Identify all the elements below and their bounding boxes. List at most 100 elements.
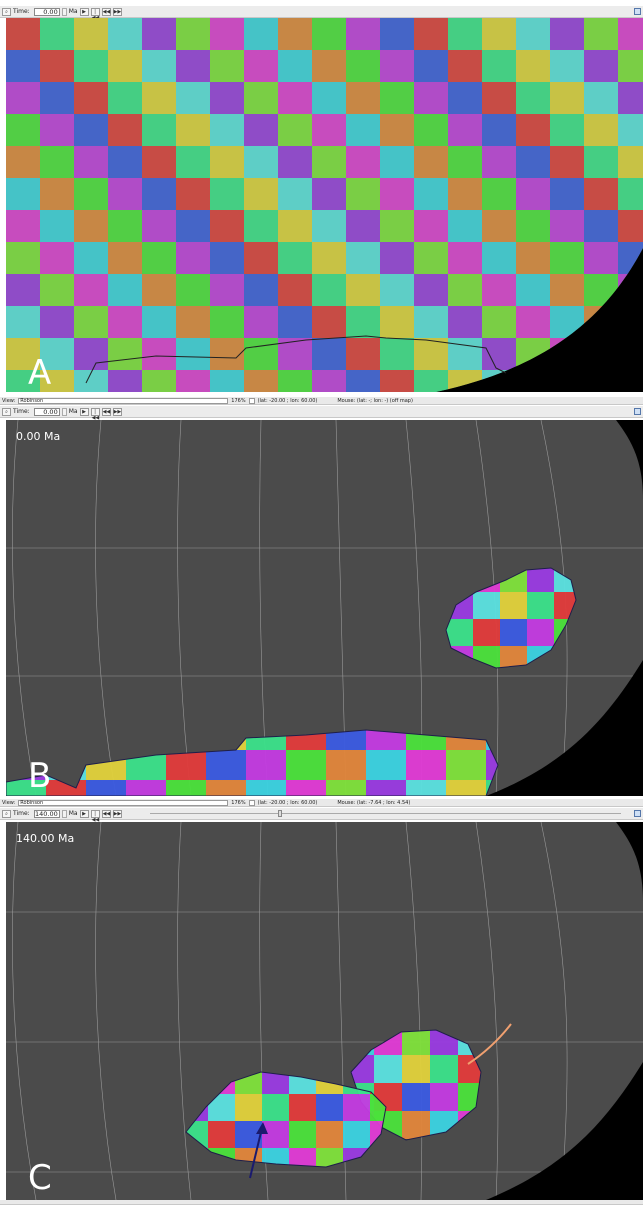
grid-tile	[210, 178, 244, 210]
time-slider[interactable]	[150, 810, 621, 817]
grid-tile	[606, 720, 643, 750]
projection-select[interactable]: Robinson	[18, 799, 229, 806]
colored-grid-a	[6, 18, 643, 392]
grid-tile	[74, 82, 108, 114]
grid-tile	[584, 306, 618, 338]
grid-tile	[142, 114, 176, 146]
camera-coords: (lat: -20.00 ; lon: 60.00)	[257, 397, 318, 404]
grid-tile	[6, 242, 40, 274]
grid-tile	[516, 338, 550, 370]
grid-tile	[430, 1083, 458, 1111]
map-panel-c[interactable]: 140.00 Ma C	[6, 822, 643, 1200]
zoom-icon[interactable]: ⌕	[2, 7, 11, 16]
grid-tile	[516, 114, 550, 146]
grid-tile	[244, 50, 278, 82]
zoom-spinner[interactable]	[248, 397, 255, 404]
projection-select[interactable]: Robinson	[18, 397, 229, 404]
step-back-button[interactable]: ◀◀	[101, 407, 111, 416]
time-input[interactable]: 140.00	[33, 809, 60, 818]
grid-tile	[312, 18, 346, 50]
time-input[interactable]: 0.00	[33, 407, 60, 416]
grid-tile	[74, 370, 108, 392]
map-panel-a[interactable]: A	[6, 18, 643, 392]
grid-tile	[74, 306, 108, 338]
camera-coords: (lat: -20.00 ; lon: 60.00)	[257, 799, 318, 806]
step-forward-button[interactable]: ▶▶	[112, 7, 122, 16]
grid-tile	[584, 338, 618, 370]
grid-tile	[366, 730, 406, 750]
step-forward-button[interactable]: ▶▶	[112, 407, 122, 416]
time-spinner[interactable]	[61, 809, 67, 818]
step-back-button[interactable]: ◀◀	[101, 809, 111, 818]
zoom-spinner[interactable]	[248, 799, 255, 806]
map-canvas-b[interactable]	[6, 420, 643, 796]
grid-tile	[108, 50, 142, 82]
play-button[interactable]: ▶	[79, 809, 89, 818]
window-icon[interactable]	[634, 8, 641, 15]
view-bar-b: View: Robinson 176% (lat: -20.00 ; lon: …	[0, 397, 643, 405]
play-button[interactable]: ▶	[79, 7, 89, 16]
map-canvas-a[interactable]	[6, 18, 643, 392]
grid-tile	[244, 370, 278, 392]
grid-tile	[176, 242, 210, 274]
grid-tile	[210, 114, 244, 146]
grid-tile	[210, 18, 244, 50]
reset-button[interactable]: |◀◀	[90, 809, 100, 823]
grid-tile	[380, 178, 414, 210]
time-spinner[interactable]	[61, 7, 67, 16]
step-back-button[interactable]: ◀◀	[101, 7, 111, 16]
grid-tile	[6, 178, 40, 210]
grid-tile	[142, 82, 176, 114]
grid-tile	[458, 1083, 481, 1111]
grid-tile	[414, 146, 448, 178]
time-input[interactable]: 0.00	[33, 7, 60, 16]
grid-tile	[40, 114, 74, 146]
grid-tile	[618, 242, 643, 274]
grid-tile	[176, 274, 210, 306]
grid-tile	[278, 242, 312, 274]
grid-tile	[516, 178, 550, 210]
grid-tile	[448, 274, 482, 306]
grid-tile	[74, 50, 108, 82]
grid-tile	[550, 338, 584, 370]
time-slider-handle[interactable]	[278, 810, 282, 817]
grid-tile	[346, 82, 380, 114]
reset-button[interactable]: |◀◀	[90, 7, 100, 21]
grid-tile	[584, 370, 618, 392]
grid-tile	[108, 210, 142, 242]
grid-tile	[40, 274, 74, 306]
grid-tile	[482, 82, 516, 114]
grid-tile	[206, 780, 246, 796]
map-canvas-c[interactable]	[6, 822, 643, 1200]
grid-tile	[316, 1094, 343, 1121]
grid-tile	[166, 750, 206, 780]
grid-tile	[40, 18, 74, 50]
play-button[interactable]: ▶	[79, 407, 89, 416]
grid-tile	[448, 178, 482, 210]
time-spinner[interactable]	[61, 407, 67, 416]
grid-tile	[6, 146, 40, 178]
zoom-icon[interactable]: ⌕	[2, 407, 11, 416]
grid-tile	[380, 146, 414, 178]
grid-tile	[40, 178, 74, 210]
grid-tile	[6, 18, 40, 50]
reset-button[interactable]: |◀◀	[90, 407, 100, 421]
grid-tile	[448, 306, 482, 338]
grid-tile	[618, 18, 643, 50]
grid-tile	[516, 210, 550, 242]
window-icon[interactable]	[634, 810, 641, 817]
grid-tile	[166, 780, 206, 796]
grid-tile	[6, 274, 40, 306]
grid-tile	[74, 114, 108, 146]
grid-tile	[343, 1121, 370, 1148]
zoom-icon[interactable]: ⌕	[2, 809, 11, 818]
step-forward-button[interactable]: ▶▶	[112, 809, 122, 818]
grid-tile	[448, 82, 482, 114]
grid-tile	[516, 306, 550, 338]
window-icon[interactable]	[634, 408, 641, 415]
grid-tile	[244, 178, 278, 210]
map-panel-b[interactable]: 0.00 Ma B	[6, 420, 643, 796]
grid-tile	[278, 370, 312, 392]
grid-tile	[380, 306, 414, 338]
grid-tile	[406, 750, 446, 780]
